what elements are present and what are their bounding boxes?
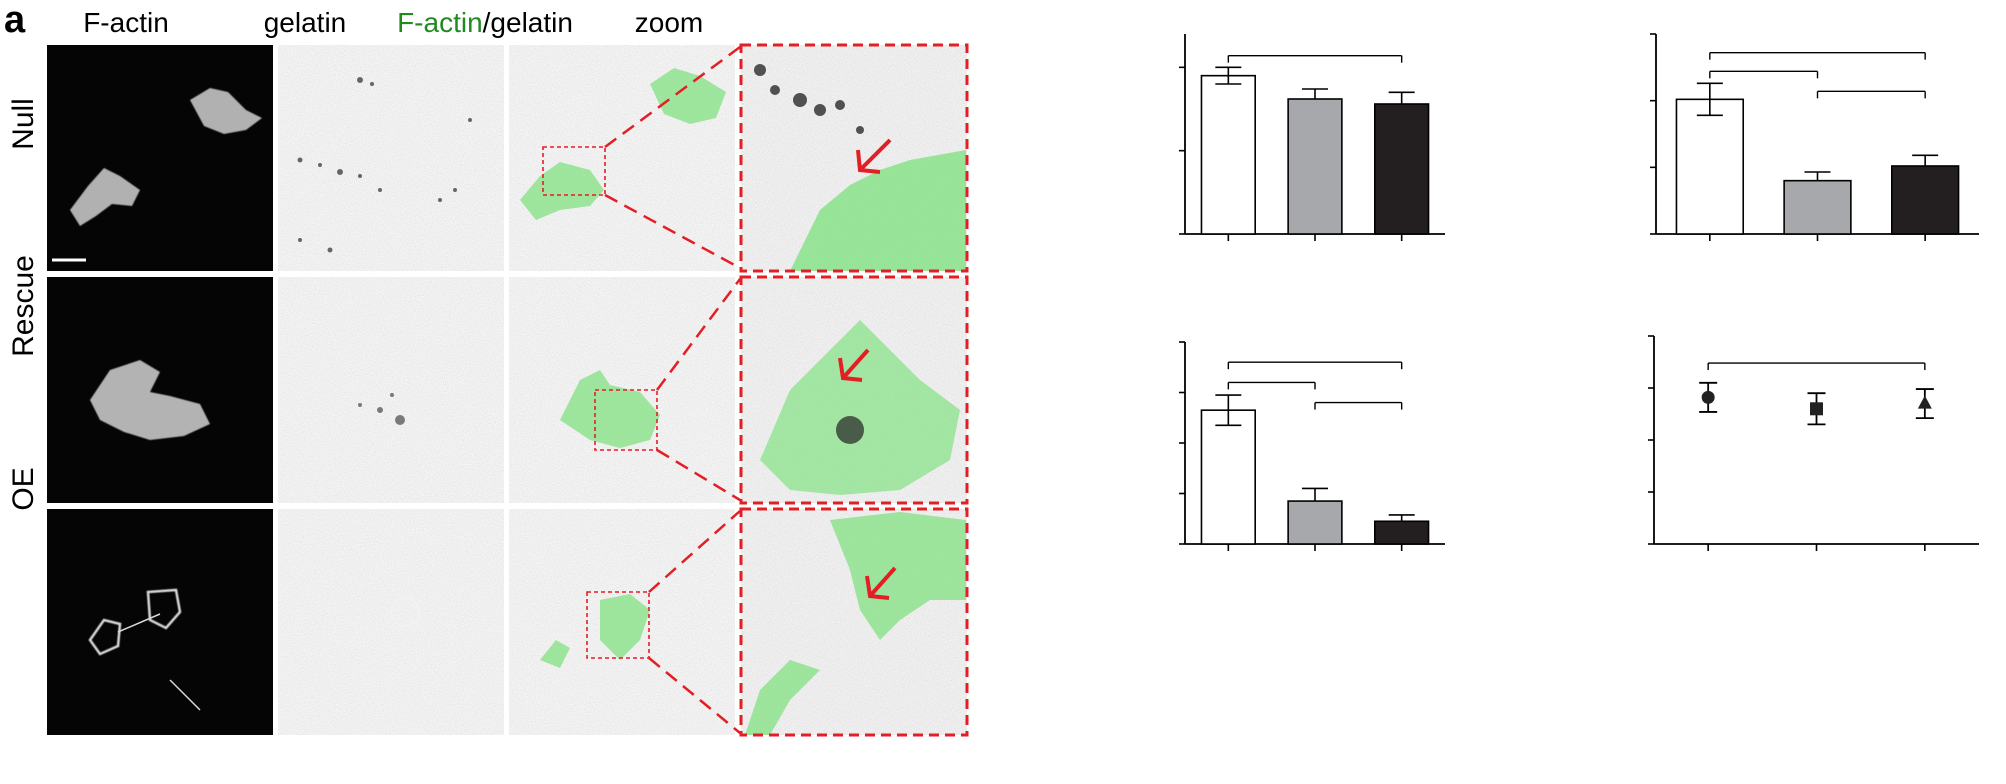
- image-factin-oe: [47, 509, 273, 735]
- panel-label-a: a: [4, 0, 26, 41]
- row-label-rescue: Rescue: [7, 255, 40, 357]
- marker-oe: [1917, 395, 1932, 409]
- zoom-box-oe: [586, 591, 650, 659]
- chart-e: [1648, 335, 1979, 551]
- col-title-zoom: zoom: [635, 7, 703, 38]
- bar-oe: [1373, 520, 1430, 545]
- col-title-merge-rest: /gelatin: [483, 7, 573, 38]
- panel-a-micrographs: a F-actin gelatin F-actin/gelatin zoom N…: [4, 0, 969, 737]
- image-factin-rescue: [47, 277, 273, 503]
- bar-null: [1200, 409, 1256, 545]
- bar-rescue: [1783, 179, 1852, 235]
- chart-d: [1179, 341, 1445, 551]
- zoom-box-null: [542, 146, 606, 196]
- bar-oe: [1373, 103, 1430, 235]
- micrograph-row-rescue: [47, 275, 969, 505]
- arrow-icon: [856, 138, 892, 174]
- bar-null: [1675, 98, 1745, 235]
- col-title-gelatin: gelatin: [264, 7, 347, 38]
- arrow-icon: [838, 348, 870, 382]
- micrograph-row-oe: [47, 507, 969, 737]
- zoom-box-rescue: [594, 389, 658, 451]
- row-label-oe: OE: [7, 467, 40, 510]
- image-factin-null: [47, 45, 273, 271]
- bar-rescue: [1287, 98, 1343, 235]
- image-gelatin-null: [278, 45, 504, 271]
- col-title-merge: F-actin/gelatin: [397, 7, 573, 38]
- bar-oe: [1890, 165, 1960, 235]
- image-gelatin-rescue: [278, 277, 504, 503]
- image-gelatin-oe: [278, 509, 504, 735]
- micrograph-row-null: [47, 43, 969, 273]
- col-title-merge-green: F-actin: [397, 7, 483, 38]
- col-title-factin: F-actin: [83, 7, 169, 38]
- chart-b: [1179, 34, 1445, 241]
- marker-null: [1701, 390, 1715, 404]
- chart-c: [1650, 33, 1979, 241]
- bar-rescue: [1287, 500, 1343, 545]
- bar-null: [1200, 74, 1256, 235]
- marker-rescue: [1810, 402, 1823, 416]
- arrow-icon: [865, 566, 897, 600]
- row-label-null: Null: [7, 98, 40, 150]
